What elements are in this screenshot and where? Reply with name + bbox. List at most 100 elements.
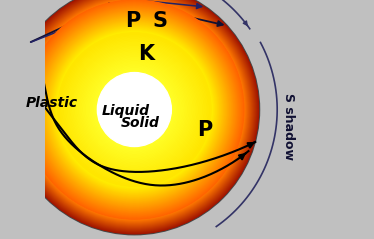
Circle shape [50, 25, 218, 194]
Circle shape [49, 25, 219, 194]
Circle shape [12, 0, 256, 232]
Circle shape [12, 0, 257, 232]
Circle shape [40, 15, 229, 204]
Circle shape [67, 42, 202, 177]
Circle shape [23, 0, 246, 221]
Circle shape [28, 3, 241, 216]
Circle shape [21, 0, 247, 223]
Circle shape [23, 0, 245, 221]
Circle shape [91, 66, 178, 153]
Circle shape [45, 20, 224, 199]
Text: K: K [138, 43, 154, 64]
Circle shape [12, 0, 257, 232]
Circle shape [96, 71, 173, 148]
Circle shape [16, 0, 253, 228]
Circle shape [92, 67, 177, 152]
Circle shape [52, 27, 217, 192]
Circle shape [77, 52, 192, 167]
Circle shape [70, 45, 199, 174]
Circle shape [19, 0, 249, 225]
Circle shape [53, 29, 215, 190]
Circle shape [88, 63, 181, 156]
Circle shape [26, 1, 243, 218]
Circle shape [59, 34, 210, 185]
Circle shape [55, 30, 214, 189]
Circle shape [14, 0, 255, 230]
Circle shape [30, 5, 239, 214]
Circle shape [46, 21, 223, 198]
Circle shape [78, 53, 191, 166]
Circle shape [97, 73, 171, 147]
Circle shape [14, 0, 255, 230]
Circle shape [39, 14, 230, 205]
Circle shape [31, 7, 237, 212]
Circle shape [54, 29, 215, 190]
Circle shape [52, 27, 217, 192]
Circle shape [18, 0, 250, 226]
Circle shape [36, 11, 233, 208]
Circle shape [25, 0, 244, 219]
Circle shape [71, 46, 197, 173]
Circle shape [13, 0, 255, 230]
Circle shape [18, 0, 251, 226]
Circle shape [74, 49, 195, 170]
Circle shape [22, 0, 246, 221]
Text: S shadow: S shadow [282, 93, 295, 160]
Circle shape [55, 31, 213, 188]
Circle shape [82, 57, 187, 162]
Circle shape [19, 0, 250, 225]
Circle shape [41, 16, 228, 203]
Circle shape [76, 51, 193, 168]
Circle shape [84, 59, 185, 160]
Circle shape [36, 11, 233, 208]
Circle shape [19, 0, 249, 225]
Circle shape [68, 44, 200, 175]
Circle shape [16, 0, 252, 228]
Circle shape [40, 15, 229, 204]
Circle shape [24, 0, 245, 220]
Circle shape [81, 56, 188, 163]
Circle shape [24, 0, 245, 220]
Circle shape [58, 33, 211, 186]
Circle shape [10, 0, 258, 234]
Circle shape [42, 17, 227, 202]
Circle shape [10, 0, 258, 234]
Text: Plastic: Plastic [26, 96, 78, 110]
Circle shape [49, 24, 220, 195]
Circle shape [80, 55, 189, 164]
Circle shape [20, 0, 248, 223]
Circle shape [9, 0, 260, 235]
Circle shape [18, 0, 251, 226]
Circle shape [44, 19, 224, 200]
Circle shape [12, 0, 257, 232]
Circle shape [17, 0, 252, 227]
Circle shape [34, 9, 235, 210]
Circle shape [21, 0, 248, 223]
Circle shape [20, 0, 249, 224]
Text: P: P [125, 11, 140, 31]
Circle shape [17, 0, 252, 227]
Circle shape [62, 37, 207, 182]
Circle shape [60, 35, 208, 184]
Circle shape [13, 0, 255, 231]
Circle shape [34, 9, 234, 210]
Circle shape [25, 0, 244, 219]
Circle shape [22, 0, 246, 222]
Circle shape [25, 1, 243, 218]
Circle shape [16, 0, 252, 228]
Circle shape [95, 70, 174, 149]
Circle shape [47, 23, 221, 196]
Circle shape [24, 0, 244, 220]
Circle shape [29, 4, 240, 215]
Circle shape [23, 0, 246, 221]
Circle shape [18, 0, 251, 226]
Circle shape [53, 28, 216, 191]
Circle shape [56, 31, 212, 188]
Circle shape [97, 73, 171, 147]
Circle shape [12, 0, 257, 233]
Circle shape [22, 0, 247, 222]
Circle shape [11, 0, 258, 233]
Circle shape [14, 0, 254, 229]
Circle shape [37, 12, 232, 207]
Circle shape [58, 33, 211, 186]
